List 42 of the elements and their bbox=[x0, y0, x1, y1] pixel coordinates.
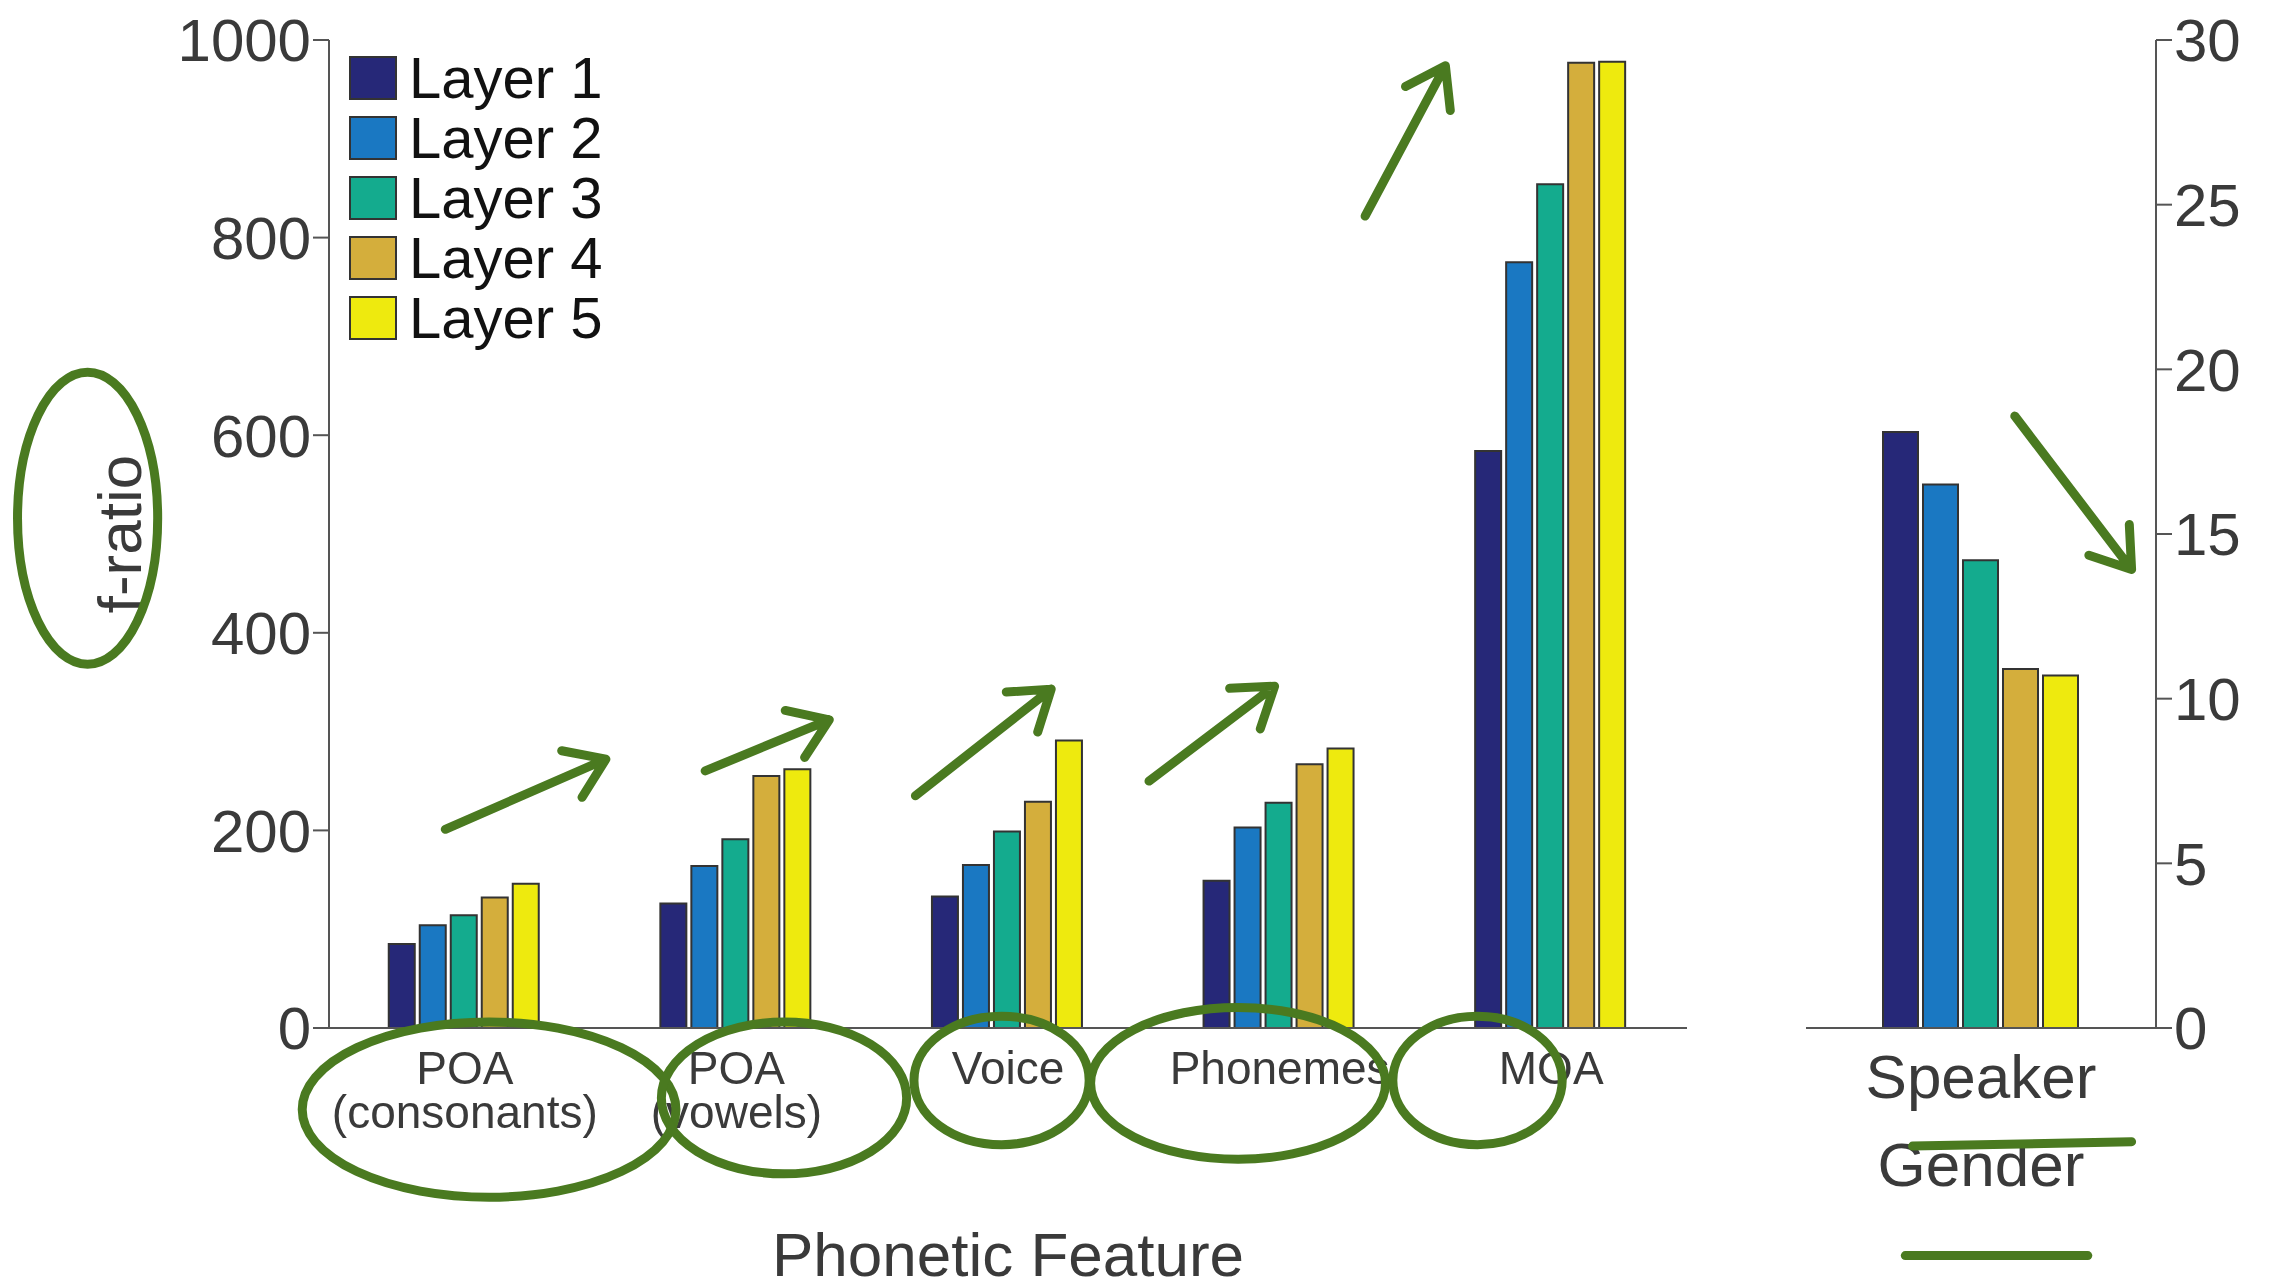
bar bbox=[1567, 61, 1596, 1028]
bar bbox=[992, 830, 1021, 1028]
x-axis-title: Speaker Gender bbox=[1865, 1042, 2097, 1199]
y-tick-label: 1000 bbox=[177, 7, 311, 75]
bar bbox=[930, 895, 959, 1028]
bar bbox=[1054, 739, 1083, 1028]
bar bbox=[1233, 826, 1262, 1028]
bar bbox=[1023, 800, 1052, 1028]
bar bbox=[659, 902, 688, 1028]
bar bbox=[721, 838, 750, 1028]
bar bbox=[1295, 763, 1324, 1028]
bar bbox=[1598, 60, 1627, 1028]
y-tick-label: 400 bbox=[210, 600, 311, 668]
bar bbox=[1202, 879, 1231, 1028]
x-axis-title: Phonetic Feature bbox=[771, 1220, 1245, 1286]
y-tick-label: 200 bbox=[210, 797, 311, 865]
bar bbox=[2002, 668, 2039, 1028]
bar bbox=[1326, 747, 1355, 1028]
y-tick-label: 15 bbox=[2174, 501, 2241, 569]
bar bbox=[961, 863, 990, 1028]
y-tick-label: 0 bbox=[2174, 995, 2208, 1063]
bar bbox=[1505, 261, 1534, 1028]
y-tick-label: 800 bbox=[210, 204, 311, 272]
bar bbox=[690, 864, 719, 1028]
bar bbox=[1962, 559, 1999, 1028]
x-tick-label: POA (consonants) bbox=[331, 1042, 598, 1138]
y-tick-label: 20 bbox=[2174, 336, 2241, 404]
bar bbox=[1536, 183, 1565, 1028]
bar bbox=[387, 943, 416, 1028]
bar bbox=[2042, 674, 2079, 1028]
bar bbox=[1474, 450, 1503, 1028]
y-tick-label: 0 bbox=[277, 995, 311, 1063]
y-tick-label: 30 bbox=[2174, 7, 2241, 75]
y-tick-label: 5 bbox=[2174, 830, 2208, 898]
y-axis-title: f-ratio bbox=[85, 454, 155, 614]
bar bbox=[1922, 483, 1959, 1028]
bar bbox=[1264, 801, 1293, 1028]
y-tick-label: 600 bbox=[210, 402, 311, 470]
y-tick-label: 10 bbox=[2174, 665, 2241, 733]
bar bbox=[1882, 430, 1919, 1028]
y-tick-label: 25 bbox=[2174, 171, 2241, 239]
x-tick-label: Voice bbox=[951, 1042, 1065, 1094]
